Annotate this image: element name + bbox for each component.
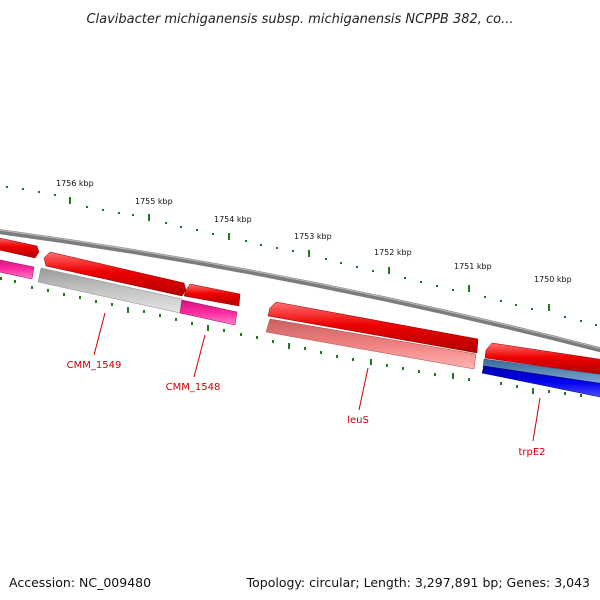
gene-label-leus[interactable]: leuS xyxy=(347,415,369,426)
accession-info: Accession: NC_009480 xyxy=(9,575,152,590)
gene-label-cmm1549[interactable]: CMM_1549 xyxy=(67,360,122,371)
kbp-label-1756: 1756 kbp xyxy=(56,179,94,188)
kbp-label-1752: 1752 kbp xyxy=(374,248,412,257)
backbone-highlight xyxy=(0,229,600,349)
forward-cds-3[interactable] xyxy=(183,283,241,307)
gene-label-cmm1548[interactable]: CMM_1548 xyxy=(166,382,221,393)
reverse-cds-steel[interactable] xyxy=(482,358,600,384)
forward-cds-4[interactable] xyxy=(267,301,479,354)
map-title: Clavibacter michiganensis subsp. michiga… xyxy=(86,12,513,27)
forward-cds-1[interactable] xyxy=(0,237,40,259)
reverse-cds-blue[interactable] xyxy=(481,365,600,398)
reverse-cds-magenta-left[interactable] xyxy=(0,259,35,280)
kbp-label-1754: 1754 kbp xyxy=(214,215,252,224)
kbp-label-1750: 1750 kbp xyxy=(534,275,572,284)
backbone xyxy=(0,229,600,353)
forward-cds-5[interactable] xyxy=(484,342,600,375)
reverse-cds-pink[interactable] xyxy=(265,318,477,370)
kbp-label-1751: 1751 kbp xyxy=(454,262,492,271)
topology-info: Topology: circular; Length: 3,297,891 bp… xyxy=(246,575,590,590)
tick-ring xyxy=(6,186,597,326)
gene-label-trpe2[interactable]: trpE2 xyxy=(518,447,545,458)
forward-cds-2[interactable] xyxy=(43,251,187,297)
reverse-cds-magenta[interactable] xyxy=(179,299,238,326)
gene-leaders xyxy=(93,312,541,442)
kbp-label-1753: 1753 kbp xyxy=(294,232,332,241)
kbp-label-1755: 1755 kbp xyxy=(135,197,173,206)
inner-tick-ring xyxy=(0,277,582,397)
